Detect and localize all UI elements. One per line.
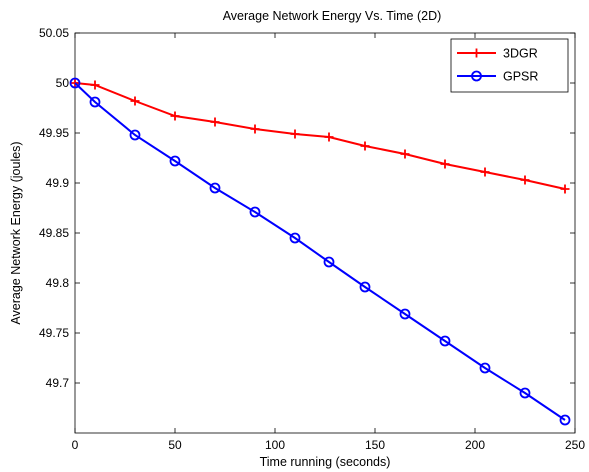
legend-entry-3dgr: 3DGR [457,47,538,61]
data-point [360,141,370,151]
data-point [359,281,371,293]
legend: 3DGR GPSR [450,38,569,93]
x-tick-label: 200 [465,438,485,452]
data-point [249,206,261,218]
data-point [89,96,101,108]
y-tick-label: 50.05 [39,26,69,40]
x-tick-label: 250 [565,438,585,452]
data-point [323,256,335,268]
y-tick-label: 49.8 [46,276,70,290]
y-tick-label: 49.7 [46,376,70,390]
data-point [209,182,221,194]
series-layer [69,77,571,426]
chart-title: Average Network Energy Vs. Time (2D) [223,9,442,23]
data-point [170,111,180,121]
data-point [130,96,140,106]
x-axis-title: Time running (seconds) [260,455,391,469]
legend-marker [472,48,481,58]
x-tick-labels: 0 50 100 150 200 250 [72,438,586,452]
data-point [519,387,531,399]
data-point [479,362,491,374]
legend-entry-gpsr: GPSR [457,70,538,84]
y-tick-label: 50 [56,76,70,90]
y-tick-label: 49.75 [39,326,69,340]
data-point [440,159,450,169]
data-point [400,149,410,159]
y-axis-title: Average Network Energy (joules) [9,141,23,324]
plot-area [74,32,576,434]
legend-label: GPSR [503,70,538,84]
y-tick-label: 49.85 [39,226,69,240]
data-point [480,167,490,177]
series-3dgr [70,78,570,194]
axis-ticks [74,32,576,433]
legend-label: 3DGR [503,47,538,61]
data-point [169,155,181,167]
data-point [129,129,141,141]
x-tick-label: 0 [72,438,79,452]
data-point [439,335,451,347]
series-line [74,82,566,421]
data-point [324,132,334,142]
series-line [74,82,566,190]
y-tick-label: 49.95 [39,126,69,140]
data-point [250,124,260,134]
x-tick-label: 50 [168,438,182,452]
data-point [399,308,411,320]
data-point [210,117,220,127]
data-point [90,80,100,90]
data-point [560,184,570,194]
series-gpsr [69,77,571,426]
data-point [289,232,301,244]
data-point [559,414,571,426]
y-tick-label: 49.9 [46,176,70,190]
data-point [290,129,300,139]
data-point [69,77,81,89]
y-tick-labels: 49.7 49.75 49.8 49.85 49.9 49.95 50 50.05 [39,26,69,390]
x-tick-label: 150 [365,438,385,452]
x-tick-label: 100 [265,438,285,452]
data-point [520,175,530,185]
legend-box [450,38,569,93]
legend-marker [471,70,482,82]
